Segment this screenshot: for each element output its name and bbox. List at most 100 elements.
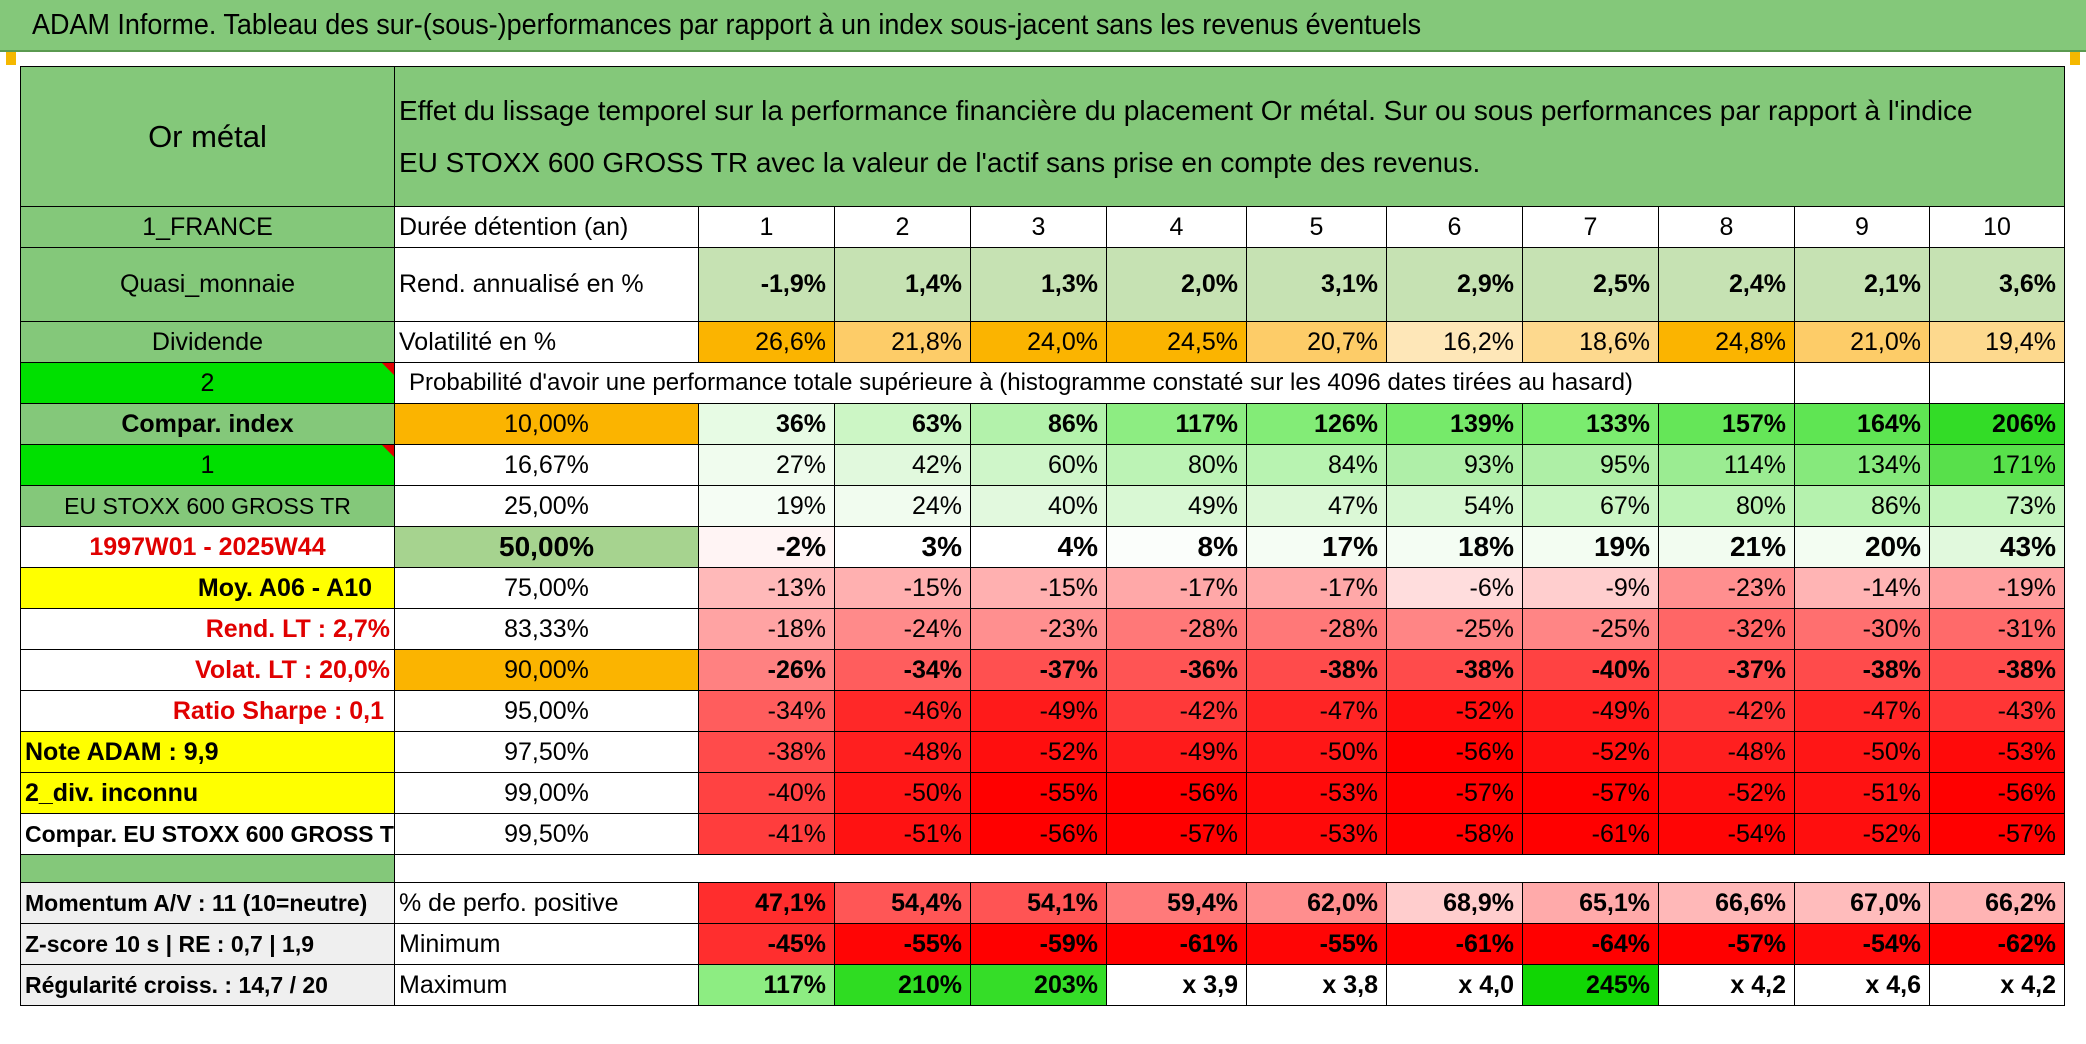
year-cell: 3	[970, 206, 1107, 248]
percentile-value: -56%	[1386, 731, 1523, 773]
percentile-label: 50,00%	[394, 526, 699, 568]
percentile-value: -42%	[1106, 690, 1247, 732]
maximum-value: 117%	[698, 964, 835, 1006]
volat-value: 24,8%	[1658, 321, 1795, 363]
percentile-value: -23%	[970, 608, 1107, 650]
div-inconnu-label: 2_div. inconnu	[20, 772, 395, 814]
maximum-value: x 3,8	[1246, 964, 1387, 1006]
rend-value: 1,3%	[970, 247, 1107, 322]
percentile-value: 86%	[1794, 485, 1930, 527]
percentile-value: -15%	[970, 567, 1107, 609]
rend-value: 3,1%	[1246, 247, 1387, 322]
period-label: 1997W01 - 2025W44	[20, 526, 395, 568]
percentile-value: 36%	[698, 403, 835, 445]
percentile-value: -51%	[834, 813, 971, 855]
percentile-value: -15%	[834, 567, 971, 609]
year-cell: 9	[1794, 206, 1930, 248]
percentile-row: 2_div. inconnu 99,00% -40% -50% -55% -56% -53%…	[20, 772, 2065, 814]
percentile-value: -52%	[1522, 731, 1659, 773]
percentile-value: -17%	[1106, 567, 1247, 609]
percentile-row: Compar. index 10,00% 36% 63% 86% 117% 126% 139%…	[20, 403, 2065, 445]
percentile-value: 80%	[1106, 444, 1247, 486]
percentile-value: -6%	[1386, 567, 1523, 609]
selector-2-dropdown[interactable]: 1	[20, 444, 395, 486]
percentile-value: -50%	[834, 772, 971, 814]
percentile-label: 99,50%	[394, 813, 699, 855]
corner-marker-left	[6, 52, 16, 65]
perfo-pos-value: 47,1%	[698, 882, 835, 924]
percentile-value: 40%	[970, 485, 1107, 527]
year-cell: 2	[834, 206, 971, 248]
percentile-value: -31%	[1929, 608, 2065, 650]
percentile-value: -57%	[1106, 813, 1247, 855]
maximum-row: Régularité croiss. : 14,7 / 20 Maximum 117…	[20, 964, 2065, 1006]
percentile-value: 157%	[1658, 403, 1795, 445]
percentile-value: -43%	[1929, 690, 2065, 732]
percentile-row: Moy. A06 - A10 75,00% -13% -15% -15% -17% -17%…	[20, 567, 2065, 609]
percentile-value: -34%	[834, 649, 971, 691]
minimum-label: Minimum	[394, 923, 699, 965]
percentile-row: Rend. LT : 2,7% 83,33% -18% -24% -23% -28% -28…	[20, 608, 2065, 650]
volat-value: 19,4%	[1929, 321, 2065, 363]
percentile-value: -46%	[834, 690, 971, 732]
percentile-value: -34%	[698, 690, 835, 732]
year-cell: 1	[698, 206, 835, 248]
percentile-value: -51%	[1794, 772, 1930, 814]
minimum-value: -64%	[1522, 923, 1659, 965]
minimum-value: -54%	[1794, 923, 1930, 965]
percentile-value: -19%	[1929, 567, 2065, 609]
percentile-value: 139%	[1386, 403, 1523, 445]
percentile-value: -25%	[1386, 608, 1523, 650]
year-cell: 6	[1386, 206, 1523, 248]
year-cell: 8	[1658, 206, 1795, 248]
minimum-value: -55%	[834, 923, 971, 965]
rend-value: 2,0%	[1106, 247, 1247, 322]
description-line-2: EU STOXX 600 GROSS TR avec la valeur de …	[399, 146, 1481, 178]
percentile-value: -47%	[1246, 690, 1387, 732]
volat-value: 16,2%	[1386, 321, 1523, 363]
selector-1-dropdown[interactable]: 2	[20, 362, 395, 404]
percentile-value: 8%	[1106, 526, 1247, 568]
minimum-value: -61%	[1106, 923, 1247, 965]
perfo-pos-value: 54,4%	[834, 882, 971, 924]
note-adam-label: Note ADAM : 9,9	[20, 731, 395, 773]
percentile-value: -48%	[834, 731, 971, 773]
percentile-value: -42%	[1658, 690, 1795, 732]
percentile-value: -61%	[1522, 813, 1659, 855]
percentile-value: -41%	[698, 813, 835, 855]
country-label: 1_FRANCE	[20, 206, 395, 248]
percentile-value: -37%	[970, 649, 1107, 691]
year-cell: 7	[1522, 206, 1659, 248]
compar-index-label: Compar. index	[20, 403, 395, 445]
perfo-pos-value: 54,1%	[970, 882, 1107, 924]
percentile-value: -30%	[1794, 608, 1930, 650]
percentile-value: -9%	[1522, 567, 1659, 609]
volat-value: 20,7%	[1246, 321, 1387, 363]
percentile-label: 83,33%	[394, 608, 699, 650]
minimum-value: -61%	[1386, 923, 1523, 965]
perfo-pos-value: 67,0%	[1794, 882, 1930, 924]
minimum-value: -45%	[698, 923, 835, 965]
percentile-value: 3%	[834, 526, 971, 568]
rend-value: 2,1%	[1794, 247, 1930, 322]
minimum-value: -59%	[970, 923, 1107, 965]
perfo-pos-value: 62,0%	[1246, 882, 1387, 924]
asset-name: Or métal	[20, 66, 395, 207]
percentile-value: -13%	[698, 567, 835, 609]
perfo-pos-value: 68,9%	[1386, 882, 1523, 924]
percentile-value: -57%	[1522, 772, 1659, 814]
percentile-row: Compar. EU STOXX 600 GROSS TR 99,50% -41% -…	[20, 813, 2065, 855]
percentile-value: 4%	[970, 526, 1107, 568]
percentile-value: 93%	[1386, 444, 1523, 486]
percentile-value: 54%	[1386, 485, 1523, 527]
percentile-value: -38%	[1794, 649, 1930, 691]
percentile-value: -57%	[1929, 813, 2065, 855]
percentile-value: -38%	[1246, 649, 1387, 691]
percentile-row: EU STOXX 600 GROSS TR 25,00% 19% 24% 40% 49% 4…	[20, 485, 2065, 527]
percentile-value: 42%	[834, 444, 971, 486]
percentile-value: -28%	[1246, 608, 1387, 650]
percentile-value: 21%	[1658, 526, 1795, 568]
perfo-pos-value: 66,2%	[1929, 882, 2065, 924]
spacer-green	[20, 854, 395, 883]
rend-value: -1,9%	[698, 247, 835, 322]
